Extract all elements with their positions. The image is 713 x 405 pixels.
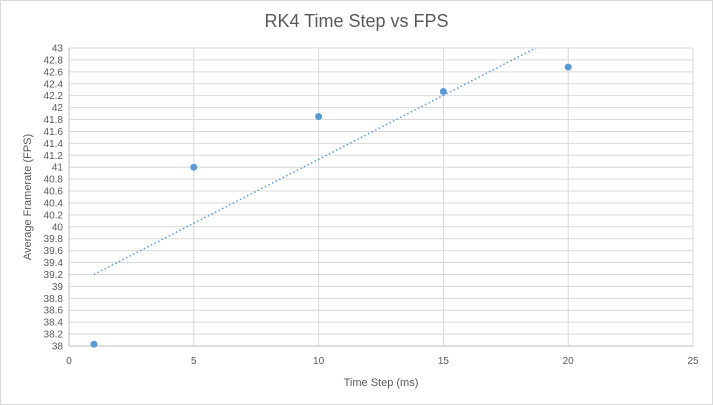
y-tick-label: 40.4 (44, 198, 64, 209)
x-tick-label: 15 (438, 356, 450, 367)
y-tick-label: 42.6 (44, 67, 64, 78)
y-tick-label: 42.8 (44, 55, 64, 66)
y-tick-label: 41.6 (44, 127, 64, 138)
trendline (93, 47, 537, 276)
y-tick-label: 42.2 (44, 91, 64, 102)
y-tick-label: 40.6 (44, 187, 64, 198)
data-point (564, 63, 572, 71)
y-tick-label: 41 (52, 163, 64, 174)
y-tick-label: 38.4 (44, 318, 64, 329)
y-tick-label: 39.2 (44, 270, 64, 281)
y-tick-label: 39.8 (44, 234, 64, 245)
y-tick-label: 42 (52, 103, 64, 114)
y-tick-label: 38.2 (44, 330, 64, 341)
data-point (439, 88, 447, 96)
y-tick-label: 40.2 (44, 210, 64, 221)
y-tick-label: 39 (52, 282, 64, 293)
y-tick-label: 41.8 (44, 115, 64, 126)
y-tick-label: 41.4 (44, 139, 64, 150)
y-tick-label: 38.6 (44, 306, 64, 317)
data-point (315, 113, 323, 121)
y-tick-label: 38.8 (44, 294, 64, 305)
y-axis-title: Average Framerate (FPS) (22, 134, 34, 260)
y-tick-label: 41.2 (44, 151, 64, 162)
x-tick-label: 20 (563, 356, 575, 367)
data-point (190, 163, 198, 171)
x-tick-label: 25 (687, 356, 699, 367)
y-tick-label: 39.6 (44, 246, 64, 257)
x-tick-label: 0 (66, 356, 72, 367)
y-tick-label: 42.4 (44, 79, 64, 90)
y-tick-label: 43 (52, 44, 64, 55)
data-point (90, 340, 98, 348)
y-tick-label: 39.4 (44, 258, 64, 269)
x-tick-label: 10 (313, 356, 325, 367)
y-tick-label: 40.8 (44, 175, 64, 186)
chart-title: RK4 Time Step vs FPS (264, 11, 449, 31)
y-tick-label: 40 (52, 222, 64, 233)
x-axis-title: Time Step (ms) (344, 377, 419, 389)
y-tick-label: 38 (52, 342, 64, 353)
x-tick-label: 5 (191, 356, 197, 367)
